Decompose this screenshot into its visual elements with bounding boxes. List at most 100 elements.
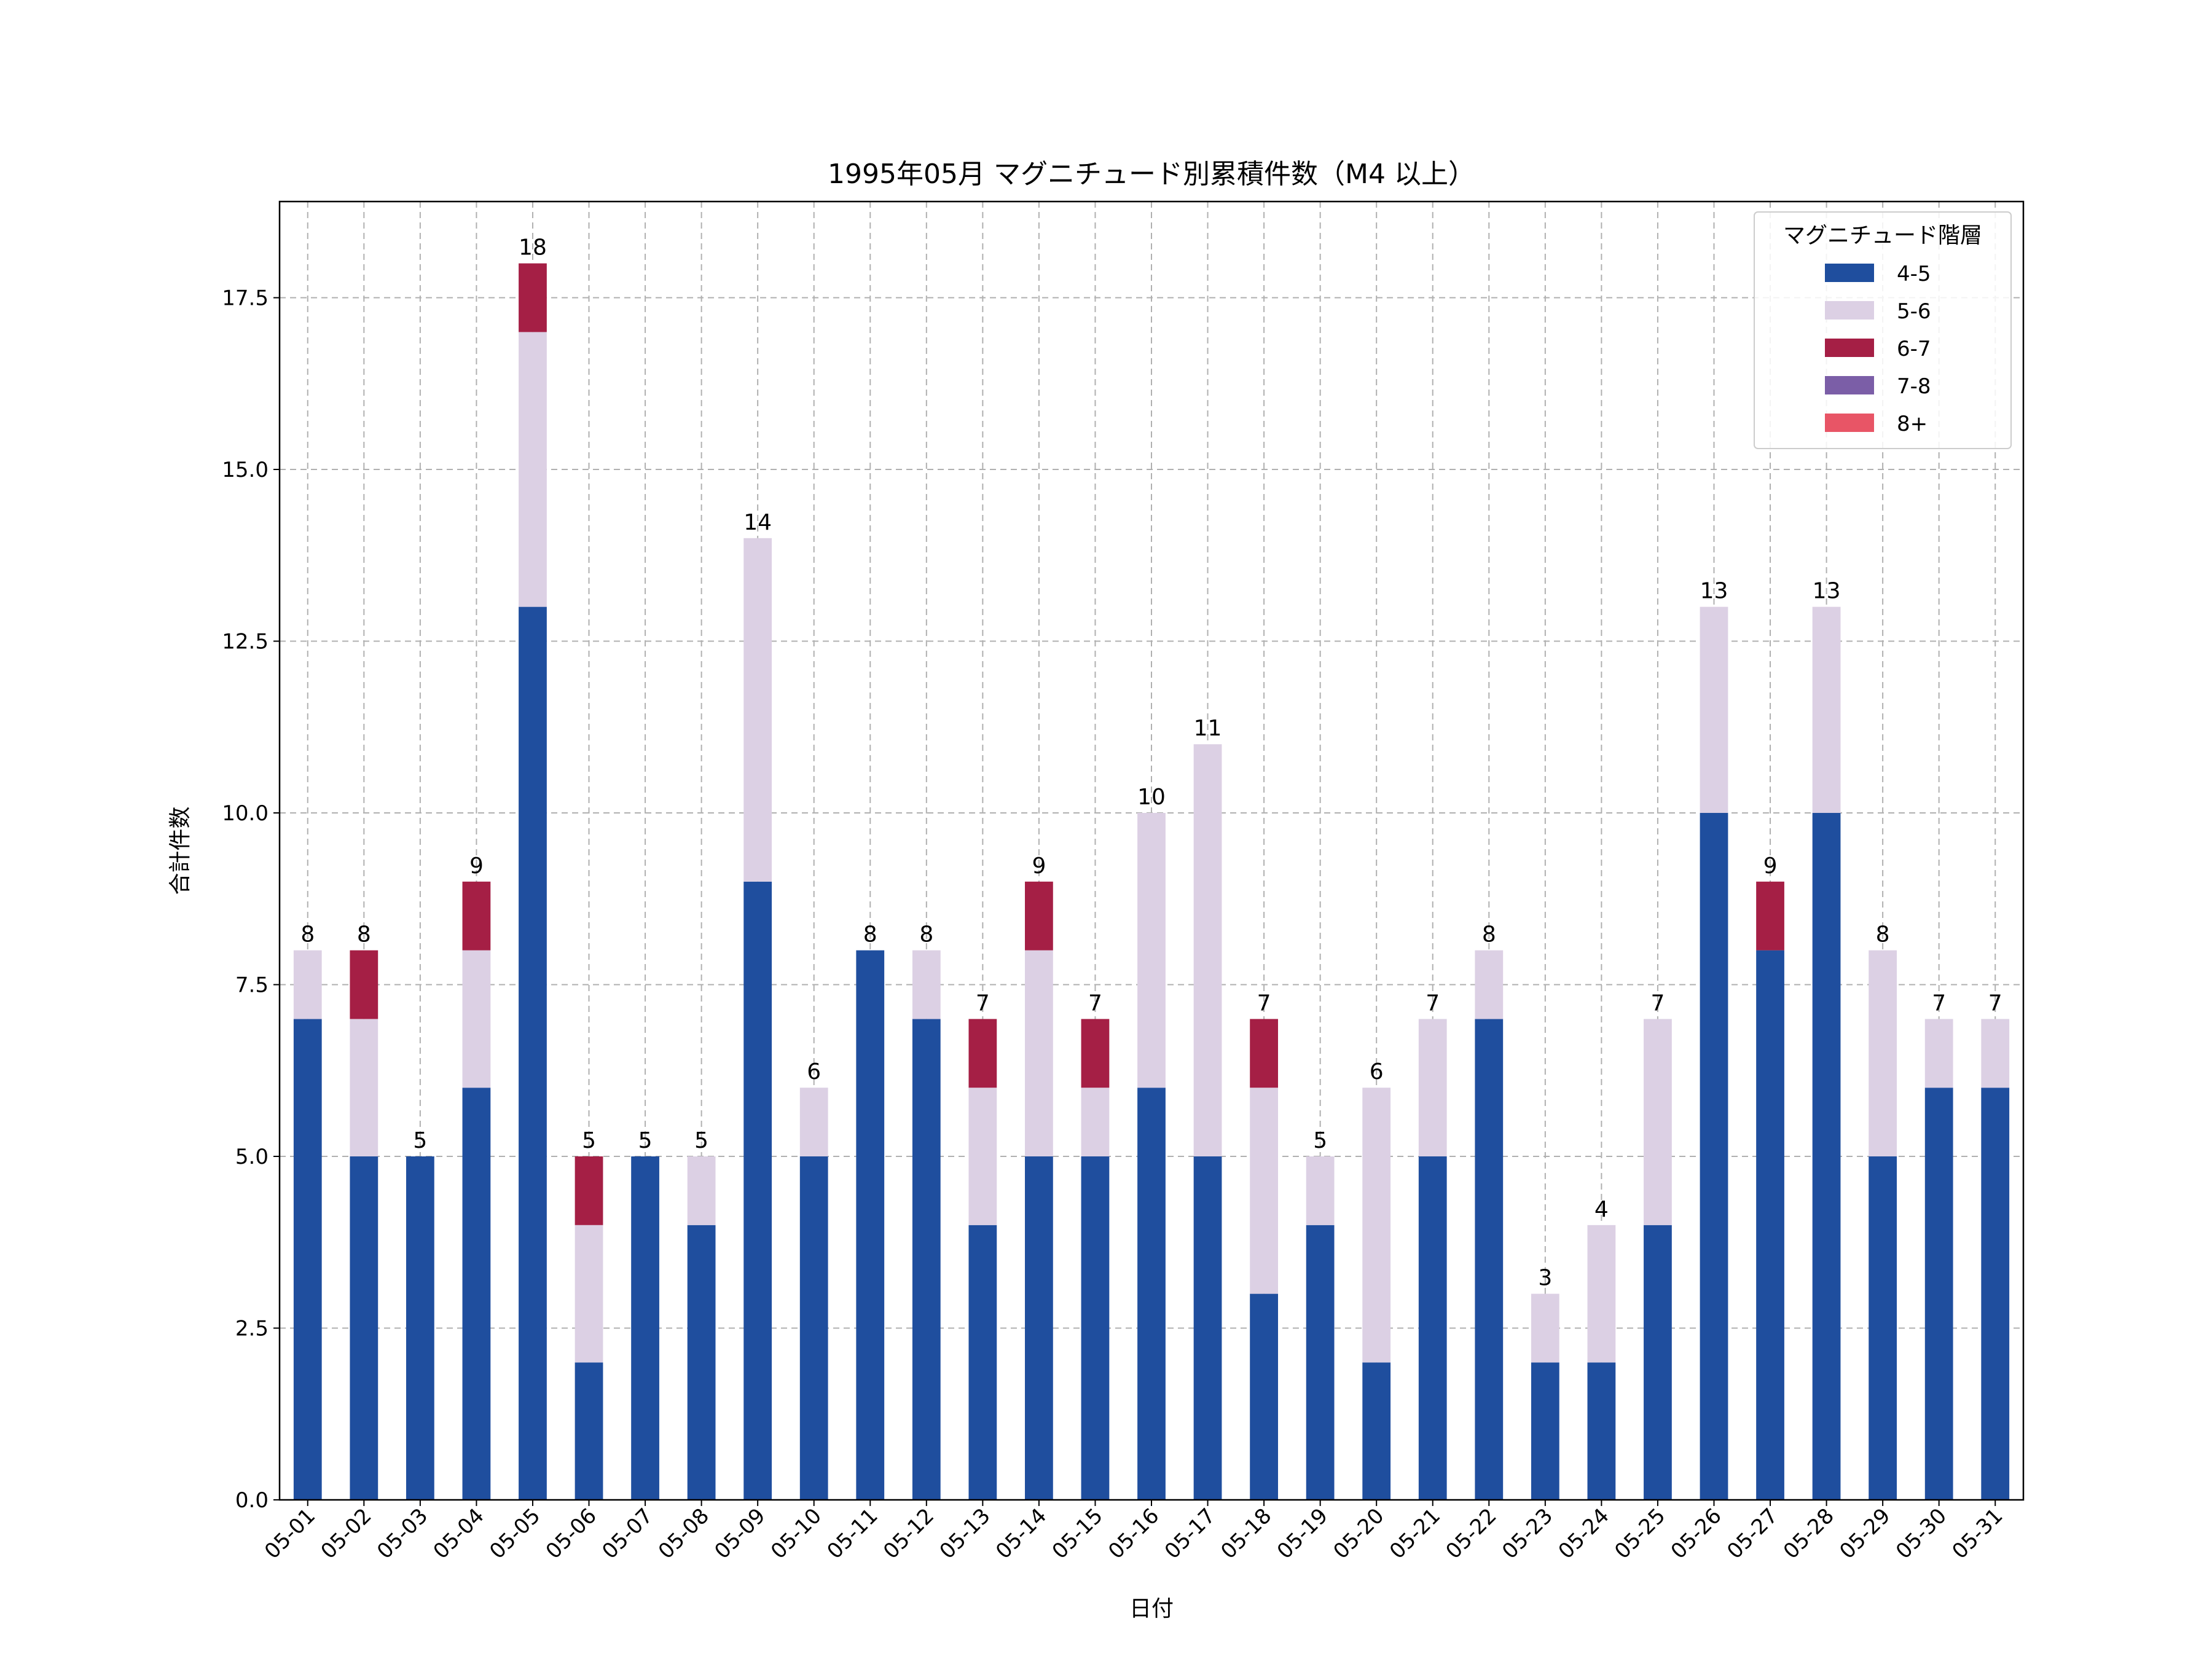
- x-tick-label: 05-10: [766, 1504, 826, 1564]
- total-label-05-10: 6: [807, 1059, 821, 1084]
- bar-segment-4-5-05-03: [406, 1156, 434, 1500]
- legend-swatch-4-5: [1825, 264, 1874, 282]
- bar-segment-4-5-05-13: [968, 1225, 997, 1500]
- total-label-05-05: 18: [519, 235, 547, 261]
- bar-segment-5-6-05-13: [968, 1088, 997, 1225]
- x-tick-label: 05-18: [1216, 1504, 1276, 1564]
- bar-segment-6-7-05-06: [575, 1156, 603, 1225]
- y-axis-title: 合計件数: [168, 806, 193, 895]
- total-label-05-28: 13: [1813, 579, 1841, 604]
- y-tick-label: 12.5: [222, 630, 269, 654]
- x-tick-label: 05-17: [1160, 1504, 1220, 1564]
- total-label-05-04: 9: [469, 853, 484, 879]
- bar-segment-5-6-05-16: [1137, 813, 1166, 1088]
- bar-segment-4-5-05-18: [1250, 1293, 1278, 1500]
- x-tick-label: 05-22: [1441, 1504, 1502, 1564]
- x-tick-label: 05-31: [1947, 1504, 2007, 1564]
- bar-segment-4-5-05-23: [1531, 1362, 1559, 1500]
- bar-segment-5-6-05-19: [1306, 1156, 1335, 1225]
- bar-segment-4-5-05-15: [1081, 1156, 1110, 1500]
- total-label-05-31: 7: [1988, 990, 2002, 1016]
- total-label-05-29: 8: [1876, 922, 1890, 947]
- bar-segment-5-6-05-15: [1081, 1088, 1110, 1157]
- bar-segment-4-5-05-08: [687, 1225, 716, 1500]
- bar-segment-4-5-05-19: [1306, 1225, 1335, 1500]
- total-label-05-26: 13: [1700, 579, 1728, 604]
- bar-segment-4-5-05-31: [1981, 1088, 2010, 1500]
- bars-layer: [293, 263, 2010, 1500]
- legend-swatch-7-8: [1825, 376, 1874, 394]
- bar-segment-5-6-05-17: [1193, 744, 1222, 1157]
- bar-segment-5-6-05-29: [1869, 950, 1897, 1157]
- y-tick-label: 0.0: [235, 1488, 269, 1513]
- total-label-05-30: 7: [1932, 990, 1946, 1016]
- bar-segment-4-5-05-14: [1025, 1156, 1053, 1500]
- bar-segment-6-7-05-13: [968, 1019, 997, 1088]
- bar-segment-5-6-05-20: [1362, 1088, 1391, 1363]
- x-tick-label: 05-04: [429, 1504, 489, 1564]
- bar-segment-5-6-05-25: [1644, 1019, 1672, 1225]
- bar-segment-4-5-05-12: [912, 1019, 941, 1500]
- x-tick-label: 05-08: [654, 1504, 714, 1564]
- total-label-05-18: 7: [1257, 990, 1271, 1016]
- bar-segment-5-6-05-28: [1812, 606, 1841, 814]
- total-label-05-06: 5: [582, 1128, 596, 1153]
- total-label-05-20: 6: [1370, 1059, 1384, 1084]
- x-tick-label: 05-29: [1835, 1504, 1895, 1564]
- y-tick-label: 17.5: [222, 286, 269, 311]
- legend-label-7-8: 7-8: [1897, 374, 1931, 399]
- bar-segment-4-5-05-21: [1418, 1156, 1447, 1500]
- bar-segment-5-6-05-06: [575, 1225, 603, 1363]
- legend-swatch-8+: [1825, 414, 1874, 432]
- bar-segment-4-5-05-16: [1137, 1088, 1166, 1500]
- total-label-05-02: 8: [357, 922, 371, 947]
- x-tick-label: 05-27: [1722, 1504, 1783, 1564]
- legend-box: [1754, 211, 2012, 449]
- x-tick-label: 05-24: [1554, 1504, 1614, 1564]
- legend-swatch-6-7: [1825, 339, 1874, 357]
- bar-segment-4-5-05-17: [1193, 1156, 1222, 1500]
- x-tick-label: 05-21: [1385, 1504, 1445, 1564]
- x-tick-label: 05-05: [485, 1504, 545, 1564]
- bar-segment-6-7-05-02: [350, 950, 378, 1019]
- x-tick-label: 05-02: [316, 1504, 377, 1564]
- total-label-05-25: 7: [1650, 990, 1665, 1016]
- bar-segment-6-7-05-27: [1756, 881, 1784, 951]
- total-label-05-17: 11: [1194, 716, 1222, 741]
- total-label-05-22: 8: [1482, 922, 1496, 947]
- bar-segment-4-5-05-01: [293, 1019, 322, 1500]
- total-label-05-15: 7: [1088, 990, 1102, 1016]
- legend-label-6-7: 6-7: [1897, 337, 1931, 361]
- bar-segment-6-7-05-14: [1025, 881, 1053, 951]
- bar-segment-4-5-05-09: [743, 881, 772, 1500]
- bar-segment-4-5-05-07: [631, 1156, 659, 1500]
- legend: マグニチュード階層 4-5 5-6 6-7 7-8 8+: [1754, 211, 2012, 449]
- x-tick-label: 05-14: [991, 1504, 1051, 1564]
- x-tick-label: 05-19: [1273, 1504, 1333, 1564]
- bar-segment-5-6-05-09: [743, 538, 772, 882]
- bar-segment-4-5-05-25: [1644, 1225, 1672, 1500]
- total-label-05-16: 10: [1137, 785, 1166, 810]
- bar-segment-5-6-05-05: [519, 332, 547, 607]
- bar-segment-4-5-05-04: [462, 1088, 491, 1500]
- legend-items: 4-5 5-6 6-7 7-8 8+: [1825, 262, 1931, 436]
- bar-segment-5-6-05-02: [350, 1019, 378, 1157]
- legend-label-5-6: 5-6: [1897, 299, 1931, 324]
- legend-swatch-5-6: [1825, 301, 1874, 320]
- bar-segment-6-7-05-15: [1081, 1019, 1110, 1088]
- bar-segment-5-6-05-22: [1475, 950, 1504, 1019]
- x-tick-label: 05-11: [822, 1504, 882, 1564]
- bar-segment-5-6-05-01: [293, 950, 322, 1019]
- x-tick-label: 05-13: [935, 1504, 995, 1564]
- total-label-05-27: 9: [1763, 853, 1778, 879]
- total-label-05-12: 8: [919, 922, 933, 947]
- bar-segment-5-6-05-04: [462, 950, 491, 1088]
- data-labels-layer: 8 8 5 9 18 5 5 5 14 6 8 8 7 9 7 10 11 7 5 6 7 8 3 4 7 13 9 13 8 7 7: [300, 235, 2002, 1291]
- x-tick-label: 05-09: [710, 1504, 770, 1564]
- bar-segment-5-6-05-26: [1700, 606, 1728, 814]
- total-label-05-21: 7: [1426, 990, 1440, 1016]
- total-label-05-08: 5: [694, 1128, 708, 1153]
- bar-segment-4-5-05-27: [1756, 950, 1784, 1500]
- total-label-05-11: 8: [863, 922, 877, 947]
